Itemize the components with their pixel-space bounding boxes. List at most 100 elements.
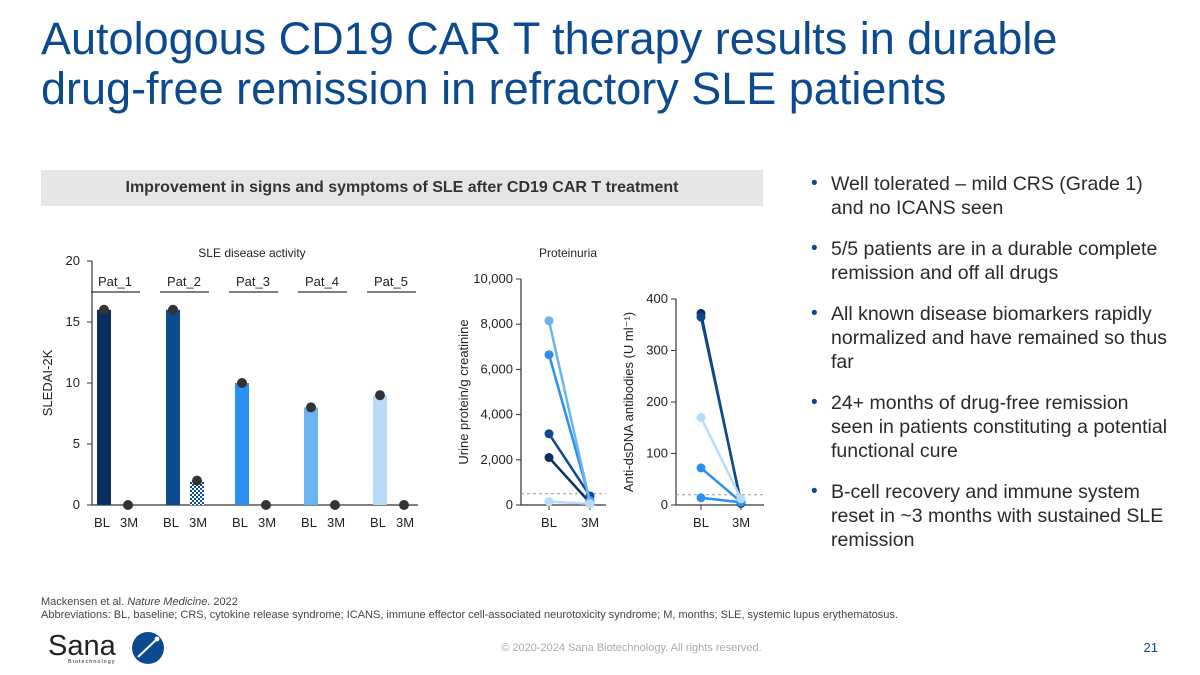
slide-title: Autologous CD19 CAR T therapy results in…: [41, 14, 1161, 114]
chart1-x-tick-label: BL: [301, 515, 317, 530]
reference-journal: Nature Medicine.: [127, 596, 211, 608]
bullet-text: B-cell recovery and immune system reset …: [831, 481, 1164, 551]
reference: Mackensen et al. Nature Medicine. 2022: [41, 596, 238, 608]
chart1-y-tick-label: 5: [73, 436, 80, 451]
chart1-group-label: Pat_2: [167, 274, 201, 289]
chart1-point: [306, 402, 316, 413]
chart2-point: [544, 429, 554, 439]
chart1-point: [399, 500, 409, 510]
chart1-bar: [190, 480, 204, 505]
chart3-point: [696, 312, 706, 322]
chart3-x-tick-label: 3M: [732, 515, 750, 530]
chart3-y-label: Anti-dsDNA antibodies (U ml⁻¹): [621, 312, 636, 492]
chart1-y-tick-label: 15: [66, 314, 80, 329]
chart2-y-tick-label: 2,000: [480, 452, 513, 467]
title-line-1: Autologous CD19 CAR T therapy results in…: [41, 13, 1058, 64]
chart3-y-tick-label: 400: [646, 291, 668, 306]
chart1-title: SLE disease activity: [198, 246, 305, 260]
bullet-item: • B-cell recovery and immune system reset…: [811, 480, 1171, 552]
chart2-series-line: [548, 456, 591, 504]
chart1-group-label: Pat_4: [305, 274, 339, 289]
chart1-point: [168, 304, 178, 315]
chart2-series-line: [547, 433, 592, 497]
chart2-point: [544, 350, 554, 360]
chart1-bar: [166, 309, 180, 505]
chart1-x-tick-label: BL: [163, 515, 179, 530]
chart2-series-line: [548, 500, 591, 506]
bullet-dot-icon: •: [811, 173, 818, 194]
chart2-x-tick-label: 3M: [581, 515, 599, 530]
chart2-y-tick-label: 4,000: [480, 407, 513, 422]
sana-logo: Sana Biotechnology: [48, 630, 164, 665]
logo-subtext: Biotechnology: [68, 659, 116, 665]
page-number: 21: [1143, 640, 1158, 655]
chart2-point: [585, 499, 595, 509]
title-line-2: drug-free remission in refractory SLE pa…: [41, 63, 947, 114]
chart1-y-tick-label: 0: [73, 497, 80, 512]
chart3-y-tick-label: 200: [646, 394, 668, 409]
chart2-y-label: Urine protein/g creatinine: [456, 319, 471, 464]
chart1-point: [99, 304, 109, 315]
chart3-point: [696, 463, 706, 473]
abbreviations: Abbreviations: BL, baseline; CRS, cytoki…: [41, 609, 898, 621]
chart1-y-tick-label: 10: [66, 375, 80, 390]
bullet-dot-icon: •: [811, 303, 818, 324]
logo-word: Sana: [48, 630, 117, 662]
bullet-text: All known disease biomarkers rapidly nor…: [831, 303, 1168, 373]
chart3-point: [736, 494, 746, 504]
bullet-item: • 24+ months of drug-free remission seen …: [811, 391, 1171, 463]
chart1-x-tick-label: 3M: [189, 515, 207, 530]
chart1-x-tick-label: 3M: [327, 515, 345, 530]
chart2-y-tick-label: 10,000: [473, 271, 513, 286]
chart1-x-tick-label: BL: [94, 515, 110, 530]
chart1-bar: [304, 407, 318, 505]
chart1-y-tick-label: 20: [66, 253, 80, 268]
reference-authors: Mackensen et al.: [41, 596, 128, 608]
reference-year: 2022: [210, 596, 238, 608]
bullet-dot-icon: •: [811, 238, 818, 259]
chart2-y-tick-label: 8,000: [480, 316, 513, 331]
charts-svg: SLE disease activity 0 5 10 15 20 SLEDAI-2K Pat…: [40, 246, 764, 530]
chart1-x-tick-label: BL: [370, 515, 386, 530]
chart2-point: [544, 316, 554, 326]
logo-mark-icon: [132, 632, 164, 664]
bullet-item: • Well tolerated – mild CRS (Grade 1) and…: [811, 172, 1171, 220]
chart1-point: [375, 390, 385, 401]
bullet-list: • Well tolerated – mild CRS (Grade 1) and…: [811, 172, 1171, 569]
bullet-dot-icon: •: [811, 481, 818, 502]
chart1-x-tick-label: BL: [232, 515, 248, 530]
chart2-title: Proteinuria: [539, 246, 597, 260]
chart2-series-line: [547, 320, 592, 504]
chart3-y-tick-label: 300: [646, 343, 668, 358]
chart1-bar: [373, 395, 387, 505]
chart1-x-tick-label: 3M: [396, 515, 414, 530]
chart2-point: [544, 497, 554, 507]
bullet-text: 5/5 patients are in a durable complete r…: [831, 238, 1158, 284]
chart1-point: [237, 378, 247, 388]
chart1-bar: [235, 383, 249, 505]
chart2-y-tick-label: 6,000: [480, 361, 513, 376]
chart3-series-line: [700, 466, 742, 503]
chart1-y-label: SLEDAI-2K: [40, 349, 55, 416]
chart3-series-line: [699, 416, 743, 500]
chart1-group-label: Pat_3: [236, 274, 270, 289]
chart1-x-tick-label: 3M: [258, 515, 276, 530]
bullet-item: • 5/5 patients are in a durable complete …: [811, 237, 1171, 285]
chart1-x-tick-label: 3M: [120, 515, 138, 530]
chart1-group-label: Pat_1: [98, 274, 132, 289]
chart1-point: [192, 475, 202, 486]
chart1-point: [330, 500, 340, 510]
chart3-y-tick-label: 100: [646, 446, 668, 461]
chart3-series-line: [699, 316, 743, 503]
chart1-point: [261, 500, 271, 510]
chart3-y-tick-label: 0: [661, 497, 668, 512]
chart3-series-line: [700, 496, 742, 504]
bullet-text: Well tolerated – mild CRS (Grade 1) and …: [831, 173, 1143, 219]
chart2-y-tick-label: 0: [506, 497, 513, 512]
chart1-bar: [97, 309, 111, 505]
bullet-item: • All known disease biomarkers rapidly no…: [811, 302, 1171, 374]
copyright: © 2020-2024 Sana Biotechnology. All righ…: [501, 642, 762, 654]
chart3-point: [696, 412, 706, 422]
chart-banner: Improvement in signs and symptoms of SLE…: [41, 170, 763, 206]
chart3-x-tick-label: BL: [693, 515, 709, 530]
